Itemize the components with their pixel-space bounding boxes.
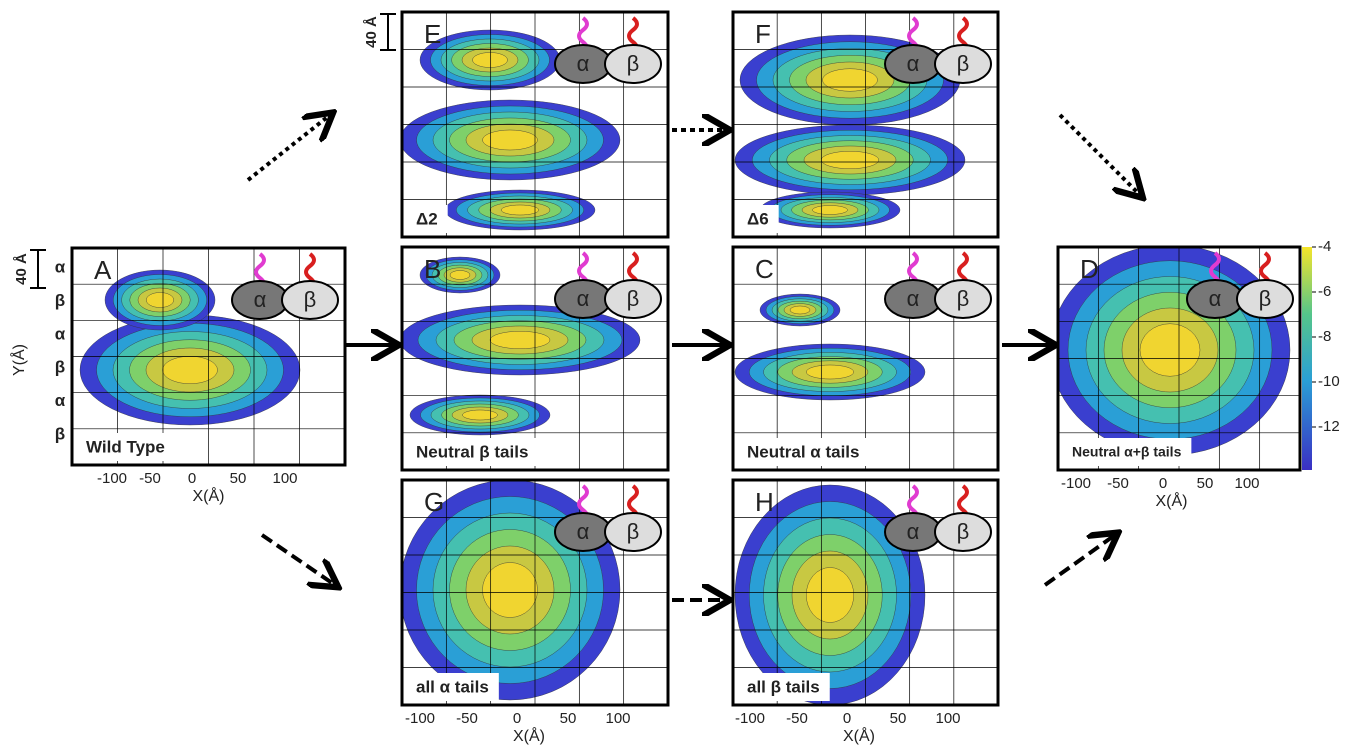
subunit-label: β [627, 51, 640, 76]
x-tick-label: -100 [735, 710, 765, 727]
panel: Gall α tails α β -100 -50 0 50 100 X(Å) [400, 480, 668, 745]
panel: E Δ2 α β [400, 12, 668, 237]
subunit-label: β [627, 519, 640, 544]
panel-letter: H [755, 487, 774, 517]
y-axis-label: Y(Å) [9, 344, 28, 376]
colorbar-tick-label: -10 [1318, 373, 1340, 390]
x-tick-label: -50 [139, 470, 161, 487]
x-tick-label: -50 [456, 710, 478, 727]
x-tick-label: 100 [935, 710, 960, 727]
contour-level [163, 356, 218, 384]
x-tick-label: -50 [1107, 475, 1129, 492]
x-tick-label: -100 [1061, 475, 1091, 492]
panel-letter: D [1080, 254, 1099, 284]
colorbar-tick-label: -4 [1318, 238, 1331, 255]
panel-letter: B [424, 254, 441, 284]
contour-level [450, 271, 470, 280]
contour-level [821, 151, 879, 169]
arrows [248, 115, 1140, 600]
panel-label: all β tails [747, 677, 820, 696]
x-tick-label: 50 [1197, 475, 1214, 492]
contour-level [463, 410, 498, 420]
subunit-label: α [907, 519, 920, 544]
contour-level [473, 53, 508, 68]
panel-label: Neutral α+β tails [1072, 444, 1182, 460]
panel-label: Δ6 [747, 209, 769, 228]
x-tick-label: -50 [786, 710, 808, 727]
contour-level [490, 331, 550, 349]
x-tick-label: 0 [513, 710, 521, 727]
x-tick-label: 0 [1159, 475, 1167, 492]
x-axis-label: X(Å) [513, 726, 545, 745]
contour-level [146, 293, 174, 308]
subunit-label: α [577, 286, 590, 311]
contour-level [501, 205, 539, 215]
colorbar [1302, 247, 1312, 470]
subunit-label: α [577, 519, 590, 544]
row-label: α [55, 257, 66, 276]
contour-level [806, 568, 854, 623]
panel-letter: G [424, 487, 444, 517]
x-tick-label: -100 [405, 710, 435, 727]
x-axis-label: X(Å) [193, 486, 225, 505]
x-axis-label: X(Å) [1156, 491, 1188, 510]
x-tick-label: 50 [230, 470, 247, 487]
subunit-label: α [254, 287, 267, 312]
panel-letter: A [94, 255, 112, 285]
scale-label: 40 Å [13, 253, 30, 285]
subunit-label: α [907, 286, 920, 311]
contour-level [813, 206, 848, 215]
x-tick-label: 0 [843, 710, 851, 727]
panel-label: Neutral β tails [416, 442, 528, 461]
panel-letter: E [424, 19, 441, 49]
x-tick-label: 50 [890, 710, 907, 727]
panel: C Neutral α tails α β [733, 247, 998, 470]
panel: D Neutral α+β tails α β -100 -50 0 50 100 X(Å) [1050, 245, 1300, 510]
subunit-label: α [1209, 286, 1222, 311]
panel: F Δ6 α β [733, 12, 998, 237]
figure: 40 Å 40 Å Y(Å) AWild Typeαβ-100-50050100… [0, 0, 1350, 746]
panel: B Neutral β tails α β [400, 247, 668, 470]
subunit-label: α [577, 51, 590, 76]
row-label: β [55, 358, 65, 377]
colorbar-tick-label: -12 [1318, 418, 1340, 435]
subunit-label: β [304, 287, 317, 312]
contour-level [1140, 324, 1200, 377]
contour-level [823, 69, 878, 92]
row-label: β [55, 424, 65, 443]
panel-label: Wild Type [86, 437, 165, 456]
panel-label: all α tails [416, 677, 489, 696]
x-tick-label: 100 [605, 710, 630, 727]
contour-level [806, 365, 854, 379]
subunit-label: α [907, 51, 920, 76]
x-tick-label: -100 [97, 470, 127, 487]
x-tick-label: 100 [1234, 475, 1259, 492]
x-tick-label: 0 [188, 470, 196, 487]
scale-label: 40 Å [363, 16, 380, 48]
panel-letter: F [755, 19, 771, 49]
row-label: β [55, 291, 65, 310]
colorbar-tick-label: -8 [1318, 328, 1331, 345]
contour-level [790, 306, 810, 314]
panel-label: Neutral α tails [747, 442, 859, 461]
subunit-label: β [627, 286, 640, 311]
subunit-label: β [957, 51, 970, 76]
panel: A Wild Type α β -100 -50 0 50 100 X(Å) [72, 248, 345, 505]
colorbar-tick-label: -6 [1318, 283, 1331, 300]
subunit-label: β [1259, 286, 1272, 311]
row-label: α [55, 324, 66, 343]
x-tick-label: 50 [560, 710, 577, 727]
subunit-label: β [957, 286, 970, 311]
row-label: α [55, 391, 66, 410]
panel-label: Δ2 [416, 209, 438, 228]
x-axis-label: X(Å) [843, 726, 875, 745]
panel-letter: C [755, 254, 774, 284]
subunit-label: β [957, 519, 970, 544]
x-tick-label: 100 [272, 470, 297, 487]
